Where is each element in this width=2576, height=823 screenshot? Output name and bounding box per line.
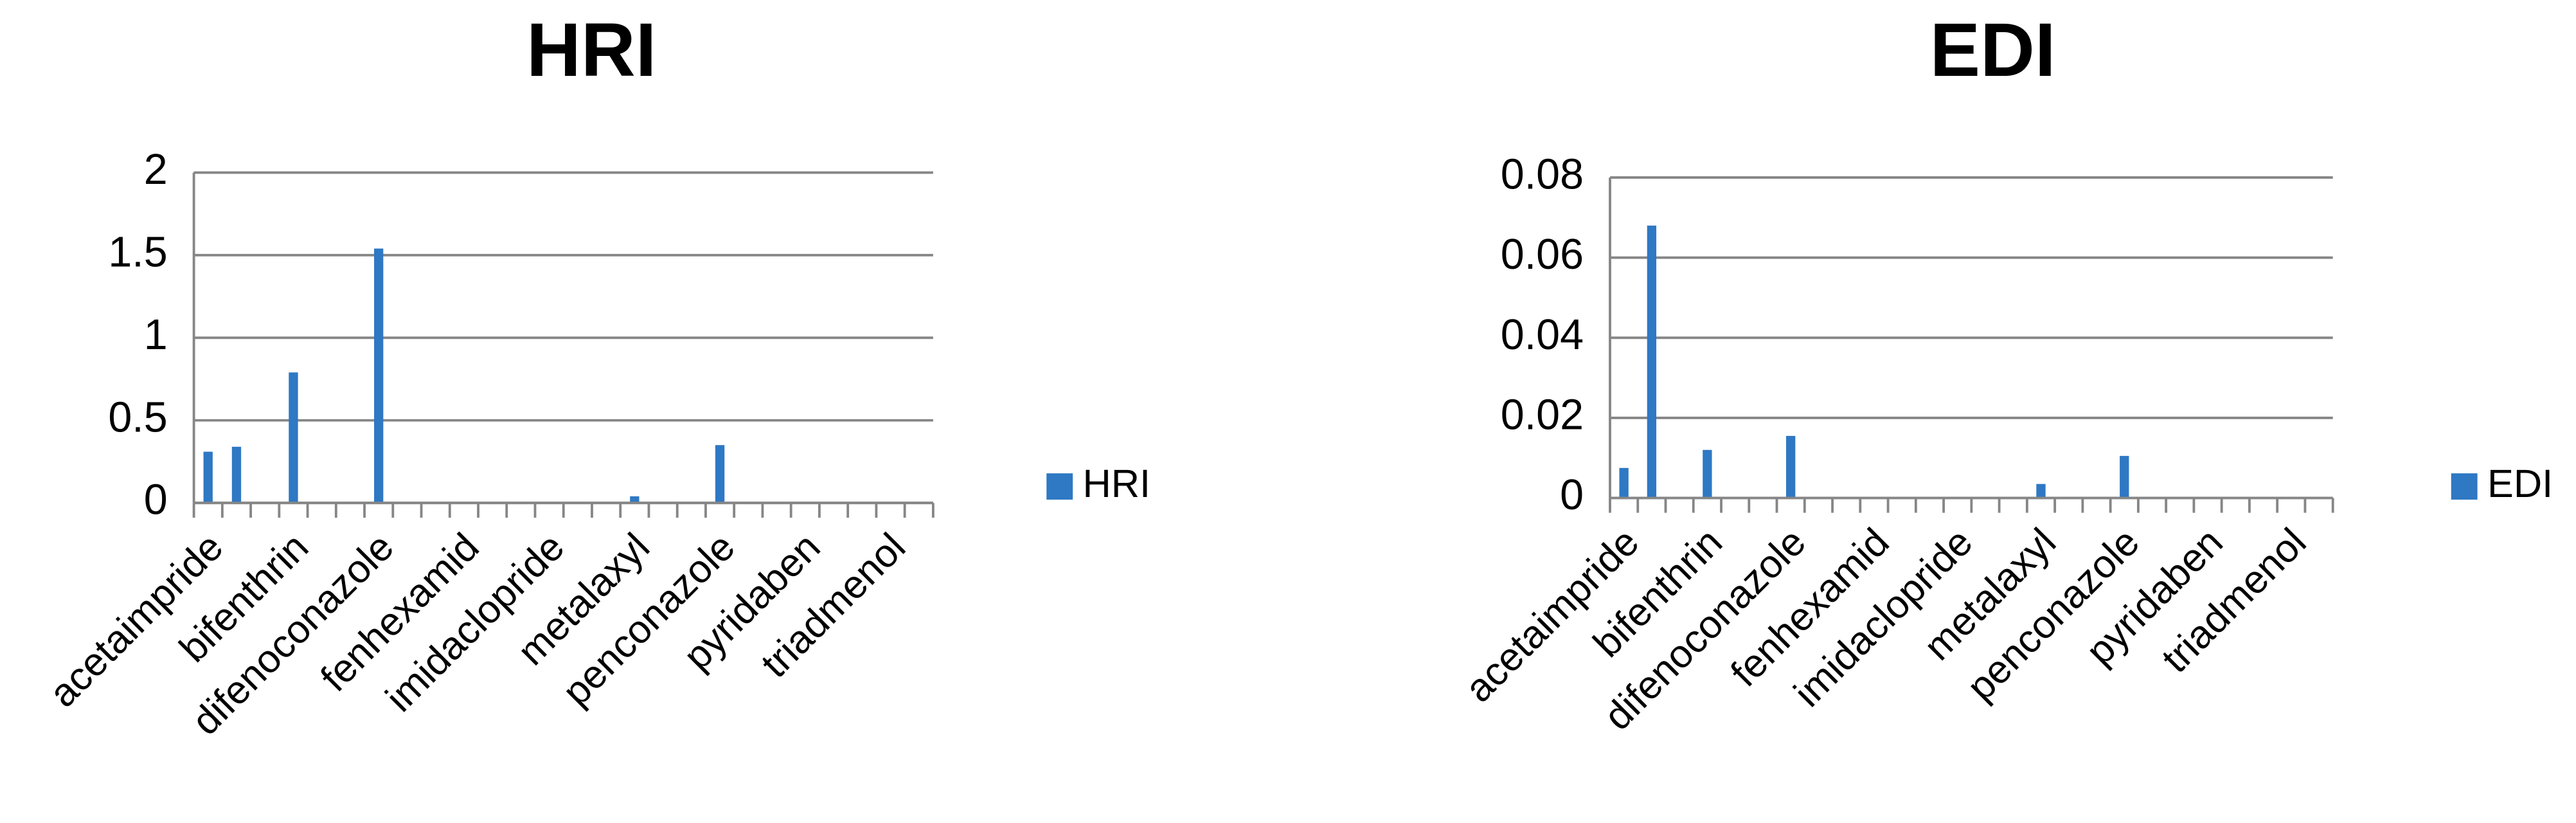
bar — [2036, 484, 2046, 498]
bar — [1786, 435, 1796, 498]
bar — [715, 445, 725, 503]
bar — [1647, 225, 1657, 498]
bar — [2120, 456, 2129, 498]
y-tick-label: 0.02 — [1501, 391, 1584, 439]
bar — [374, 248, 384, 503]
legend-swatch — [2451, 473, 2478, 500]
y-tick-label: 1 — [144, 311, 168, 359]
y-tick-label: 0.5 — [108, 393, 167, 441]
legend-label: EDI — [2487, 461, 2553, 505]
y-tick-label: 0 — [1560, 471, 1584, 519]
bar — [203, 451, 213, 503]
y-tick-label: 1.5 — [108, 228, 167, 276]
legend-label: HRI — [1082, 461, 1150, 505]
bar — [1619, 467, 1629, 498]
chart-title: HRI — [526, 8, 656, 92]
bar — [630, 496, 640, 503]
chart-title: EDI — [1930, 8, 2056, 92]
y-tick-label: 0.08 — [1501, 151, 1584, 199]
y-tick-label: 0 — [144, 476, 168, 524]
legend-swatch — [1046, 473, 1073, 500]
y-tick-label: 0.04 — [1501, 311, 1584, 359]
y-tick-label: 2 — [144, 146, 168, 194]
bar — [231, 446, 242, 503]
bar — [289, 372, 298, 503]
bar — [1703, 449, 1712, 498]
y-tick-label: 0.06 — [1501, 231, 1584, 278]
